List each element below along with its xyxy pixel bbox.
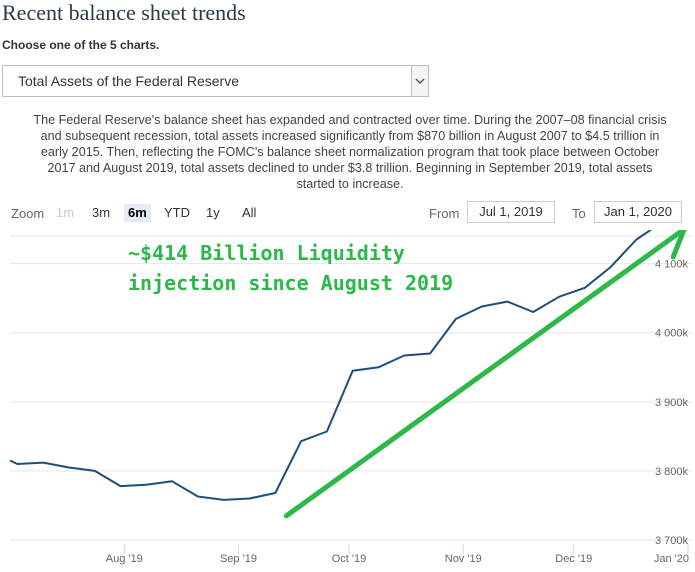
series-line [9, 230, 653, 501]
y-tick-label: 3 900k [655, 397, 689, 409]
chart-select[interactable]: Total Assets of the Federal Reserve [2, 65, 429, 97]
total-assets-chart: 3 700k 3 800k 3 900k 4 000k 4 100k Aug '19 Se… [9, 230, 692, 565]
to-date-input[interactable]: Jan 1, 2020 [594, 201, 682, 223]
annotation-arrow-shaft [283, 230, 687, 519]
chart-description: The Federal Reserve's balance sheet has … [33, 113, 667, 191]
x-tick-label: Nov '19 [445, 553, 482, 565]
x-tick-label: Aug '19 [106, 553, 143, 565]
x-tick-label: Jan '20 [654, 553, 689, 565]
from-label: From [429, 206, 460, 221]
from-date-input[interactable]: Jul 1, 2019 [467, 201, 555, 223]
x-tick-label: Sep '19 [220, 553, 257, 565]
y-tick-label: 3 700k [655, 535, 689, 547]
series-layer [9, 230, 653, 501]
chevron-down-icon [415, 78, 425, 85]
zoom-ytd-button[interactable]: YTD [164, 205, 190, 220]
annotation-text-line-2: injection since August 2019 [128, 271, 453, 295]
x-axis-labels: Aug '19 Sep '19 Oct '19 Nov '19 Dec '19 Jan '… [106, 544, 689, 565]
range-selector-toolbar: Zoom 1m 3m 6m YTD 1y All From Jul 1, 201… [0, 201, 695, 225]
select-arrow[interactable] [411, 66, 428, 96]
y-axis-labels: 3 700k 3 800k 3 900k 4 000k 4 100k [655, 259, 689, 547]
zoom-3m-button[interactable]: 3m [92, 205, 111, 220]
annotation-layer: ~$414 Billion Liquidity injection since … [128, 230, 687, 519]
zoom-1m-button[interactable]: 1m [56, 205, 75, 220]
x-tick-label: Oct '19 [332, 553, 367, 565]
zoom-1y-button[interactable]: 1y [206, 205, 220, 220]
chart-select-value: Total Assets of the Federal Reserve [18, 73, 239, 89]
zoom-all-button[interactable]: All [242, 205, 257, 220]
y-tick-label: 4 100k [655, 259, 689, 271]
page-title: Recent balance sheet trends [2, 0, 246, 25]
x-tick-label: Dec '19 [555, 553, 592, 565]
y-tick-label: 3 800k [655, 466, 689, 478]
zoom-6m-button[interactable]: 6m [124, 204, 151, 222]
annotation-arrow-head [670, 230, 687, 260]
annotation-text-line-1: ~$414 Billion Liquidity [128, 241, 405, 265]
chart-chooser-label: Choose one of the 5 charts. [2, 38, 160, 52]
zoom-label: Zoom [11, 206, 45, 221]
to-label: To [572, 206, 586, 221]
y-tick-label: 4 000k [655, 328, 689, 340]
